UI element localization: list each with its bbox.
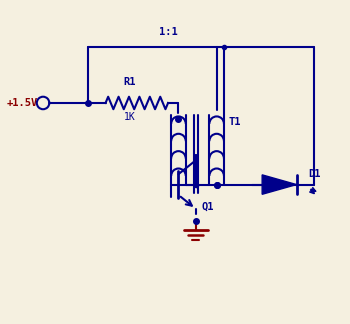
Text: Q1: Q1	[201, 202, 214, 212]
Text: R1: R1	[124, 77, 136, 87]
Text: 1K: 1K	[124, 112, 136, 122]
Text: 1:1: 1:1	[159, 27, 177, 37]
Text: D1: D1	[309, 169, 321, 179]
Text: +1.5V: +1.5V	[7, 98, 38, 108]
Polygon shape	[262, 175, 296, 194]
Text: T1: T1	[229, 117, 241, 127]
